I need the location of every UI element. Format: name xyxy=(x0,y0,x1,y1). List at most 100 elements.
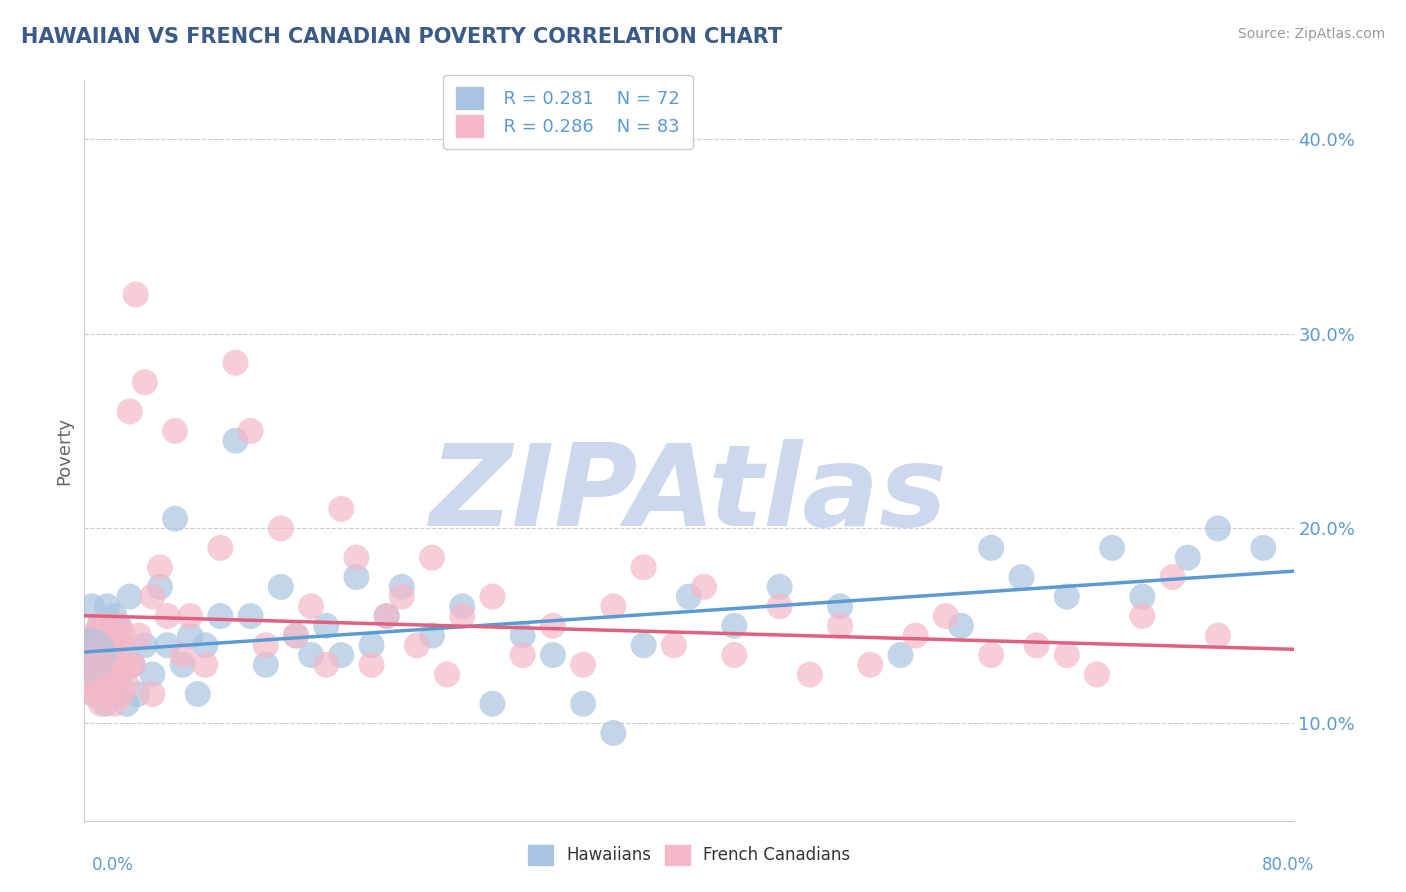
Point xyxy=(121,657,143,672)
Point xyxy=(346,570,368,584)
Point xyxy=(360,638,382,652)
Point xyxy=(451,599,474,614)
Point xyxy=(91,619,114,633)
Point xyxy=(104,609,127,624)
Point xyxy=(375,609,398,624)
Point xyxy=(93,628,115,642)
Point xyxy=(108,619,131,633)
Point xyxy=(80,599,103,614)
Point xyxy=(100,667,122,681)
Point xyxy=(254,638,277,652)
Point xyxy=(194,657,217,672)
Point xyxy=(105,638,128,652)
Point xyxy=(86,628,108,642)
Text: Source: ZipAtlas.com: Source: ZipAtlas.com xyxy=(1237,27,1385,41)
Point xyxy=(194,638,217,652)
Point xyxy=(149,560,172,574)
Point xyxy=(105,687,128,701)
Point xyxy=(87,667,110,681)
Point xyxy=(799,667,821,681)
Point xyxy=(104,697,127,711)
Point xyxy=(602,726,624,740)
Point xyxy=(360,657,382,672)
Point xyxy=(662,638,685,652)
Point xyxy=(391,590,413,604)
Point xyxy=(79,638,101,652)
Point xyxy=(769,599,792,614)
Point xyxy=(209,541,232,555)
Point xyxy=(165,511,187,525)
Point xyxy=(723,619,745,633)
Point xyxy=(87,667,110,681)
Point xyxy=(76,638,98,652)
Point xyxy=(111,638,134,652)
Point xyxy=(79,677,101,691)
Point xyxy=(980,541,1002,555)
Point xyxy=(572,697,595,711)
Point xyxy=(633,560,655,574)
Point xyxy=(118,404,141,418)
Point xyxy=(125,287,148,301)
Point xyxy=(86,657,108,672)
Point xyxy=(77,677,100,691)
Point xyxy=(80,667,103,681)
Point xyxy=(107,667,129,681)
Point xyxy=(723,648,745,662)
Point xyxy=(172,657,194,672)
Point xyxy=(904,628,927,642)
Point xyxy=(94,648,117,662)
Point xyxy=(76,657,98,672)
Point xyxy=(1206,521,1229,535)
Point xyxy=(115,697,138,711)
Point xyxy=(107,657,129,672)
Point xyxy=(693,580,716,594)
Point xyxy=(90,697,112,711)
Point xyxy=(375,609,398,624)
Point xyxy=(1132,590,1154,604)
Text: 80.0%: 80.0% xyxy=(1263,855,1315,873)
Point xyxy=(270,521,292,535)
Point xyxy=(436,667,458,681)
Point xyxy=(512,628,534,642)
Point xyxy=(108,619,131,633)
Text: HAWAIIAN VS FRENCH CANADIAN POVERTY CORRELATION CHART: HAWAIIAN VS FRENCH CANADIAN POVERTY CORR… xyxy=(21,27,782,46)
Point xyxy=(935,609,957,624)
Point xyxy=(769,580,792,594)
Point xyxy=(141,590,163,604)
Legend: Hawaiians, French Canadians: Hawaiians, French Canadians xyxy=(522,838,856,871)
Point xyxy=(950,619,973,633)
Point xyxy=(110,657,132,672)
Point xyxy=(84,657,107,672)
Point xyxy=(890,648,912,662)
Point xyxy=(225,434,247,448)
Point xyxy=(141,687,163,701)
Point xyxy=(859,657,882,672)
Point xyxy=(512,648,534,662)
Point xyxy=(127,687,149,701)
Point xyxy=(1253,541,1275,555)
Point xyxy=(254,657,277,672)
Point xyxy=(89,619,111,633)
Point xyxy=(100,638,122,652)
Point xyxy=(141,667,163,681)
Point xyxy=(239,609,262,624)
Point xyxy=(121,657,143,672)
Point xyxy=(830,619,852,633)
Point xyxy=(1085,667,1108,681)
Point xyxy=(149,580,172,594)
Point xyxy=(98,657,121,672)
Point xyxy=(91,677,114,691)
Point xyxy=(225,356,247,370)
Point xyxy=(541,619,564,633)
Point xyxy=(128,628,150,642)
Point xyxy=(101,628,124,642)
Point xyxy=(118,657,141,672)
Point xyxy=(165,424,187,438)
Point xyxy=(89,638,111,652)
Point xyxy=(187,687,209,701)
Point xyxy=(299,648,322,662)
Point xyxy=(330,502,353,516)
Point xyxy=(1011,570,1033,584)
Point xyxy=(98,677,121,691)
Point xyxy=(1237,853,1260,867)
